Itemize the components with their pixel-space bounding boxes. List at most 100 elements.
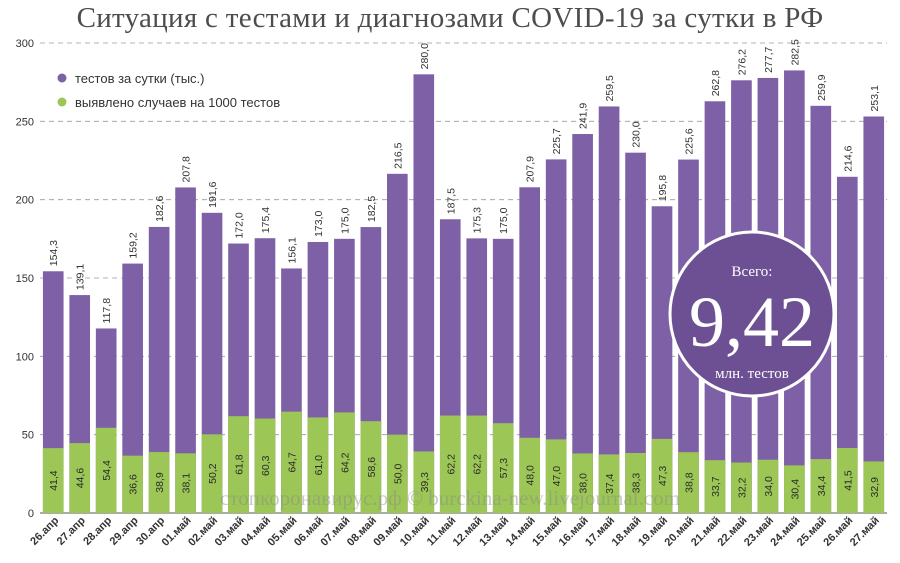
data-label-tests: 262,8 <box>710 70 722 96</box>
bar-cases <box>836 447 858 513</box>
data-label-cases: 64,7 <box>286 452 298 473</box>
data-label-cases: 41,5 <box>842 470 854 491</box>
data-label-cases: 47,3 <box>657 466 669 487</box>
watermark: стопкоронавирус.рф © burckina-new.livejo… <box>220 486 680 510</box>
chart-title: Ситуация с тестами и диагнозами COVID-19… <box>76 2 824 34</box>
data-label-cases: 50,2 <box>207 463 219 484</box>
legend-marker-cases <box>57 97 67 107</box>
bars: 154,3 41,4 139,1 44,6 117,8 54,4 159,2 36,6 182,… <box>42 39 885 514</box>
bar-cases <box>439 415 461 513</box>
data-label-cases: 61,8 <box>234 454 246 475</box>
bar-cases <box>254 418 276 513</box>
data-label-cases: 32,2 <box>736 477 748 498</box>
data-label-cases: 48,0 <box>525 465 537 486</box>
bar-cases <box>69 443 91 513</box>
bar-cases <box>784 465 805 513</box>
data-label-tests: 277,7 <box>763 47 775 73</box>
x-axis-ticks: 26.апр27.апр28.апр29.апр30.апр01.май02.м… <box>28 514 882 548</box>
data-label-tests: 214,6 <box>842 145 854 171</box>
bar-cases <box>281 411 302 513</box>
data-label-tests: 139,1 <box>75 264 87 290</box>
legend-marker-tests <box>57 73 67 83</box>
bar-tests <box>863 116 885 513</box>
data-label-tests: 159,2 <box>128 232 140 258</box>
data-label-tests: 182,5 <box>366 196 378 222</box>
bar-tests <box>175 187 196 514</box>
data-label-tests: 280,0 <box>419 43 431 69</box>
data-label-cases: 54,4 <box>101 460 113 481</box>
bar-cases <box>572 453 593 513</box>
bar-cases <box>334 412 355 513</box>
bar-cases <box>228 416 249 513</box>
bar-cases <box>360 421 382 513</box>
data-label-cases: 64,2 <box>339 452 351 473</box>
data-label-cases: 38,8 <box>683 472 695 493</box>
bar-tests <box>598 106 620 513</box>
data-label-tests: 195,8 <box>657 175 669 201</box>
bar-tests <box>572 134 593 514</box>
data-label-cases: 36,6 <box>128 474 140 495</box>
bar-tests <box>122 263 143 513</box>
data-label-cases: 60,3 <box>260 455 272 476</box>
data-label-cases: 57,3 <box>498 458 510 479</box>
bar-cases <box>651 438 673 513</box>
x-tick-label: 28.апр <box>81 514 114 547</box>
data-label-cases: 50,0 <box>392 463 404 484</box>
data-label-cases: 39,3 <box>419 472 431 493</box>
data-label-tests: 175,4 <box>260 207 272 233</box>
bar-cases <box>704 460 726 513</box>
data-label-tests: 191,6 <box>207 181 219 207</box>
data-label-cases: 61,0 <box>313 455 325 476</box>
bar-cases <box>95 427 117 513</box>
data-label-tests: 253,1 <box>869 85 881 111</box>
legend-label-tests: тестов за сутки (тыс.) <box>75 71 204 86</box>
data-label-tests: 230,0 <box>631 121 643 147</box>
data-label-tests: 187,5 <box>445 188 457 214</box>
bar-cases <box>175 453 196 513</box>
bar-cases <box>413 451 435 513</box>
bar-cases <box>148 452 170 513</box>
y-tick-label: 50 <box>22 430 34 442</box>
bar-cases <box>545 439 567 513</box>
data-label-cases: 44,6 <box>75 468 87 489</box>
y-tick-label: 300 <box>16 38 34 50</box>
legend-label-cases: выявлено случаев на 1000 тестов <box>75 95 280 110</box>
bar-cases <box>122 455 143 513</box>
bar-tests <box>148 226 170 513</box>
data-label-tests: 259,5 <box>604 75 616 101</box>
y-axis-ticks: 0 50 100 150 200 250 300 <box>16 38 34 520</box>
badge-unit: млн. тестов <box>715 366 789 382</box>
bar-cases <box>42 448 64 513</box>
bar-cases <box>201 434 223 513</box>
data-label-tests: 154,3 <box>48 240 60 266</box>
bar-tests <box>836 176 858 513</box>
data-label-tests: 207,9 <box>525 156 537 182</box>
data-label-cases: 32,9 <box>869 477 881 498</box>
data-label-tests: 225,7 <box>551 128 563 154</box>
bar-cases <box>731 462 752 513</box>
data-label-tests: 117,8 <box>101 298 113 324</box>
data-label-cases: 34,4 <box>816 476 828 497</box>
x-tick-label: 27.апр <box>55 514 88 547</box>
y-tick-label: 200 <box>16 195 34 207</box>
bar-tests <box>413 74 435 513</box>
data-label-tests: 175,0 <box>339 207 351 233</box>
bar-tests <box>387 173 408 514</box>
data-label-tests: 182,6 <box>154 195 166 221</box>
x-tick-label: 27.май <box>848 515 882 549</box>
data-label-cases: 38,9 <box>154 472 166 493</box>
legend: тестов за сутки (тыс.) выявлено случаев … <box>57 71 280 110</box>
bar-tests <box>545 159 567 514</box>
bar-cases <box>678 452 699 513</box>
bar-cases <box>387 434 408 513</box>
badge-caption: Всего: <box>732 264 773 280</box>
data-label-tests: 207,8 <box>181 156 193 182</box>
bar-cases <box>863 461 885 513</box>
data-label-cases: 41,4 <box>48 470 60 491</box>
bar-cases <box>492 423 514 513</box>
bar-cases <box>307 417 329 513</box>
bar-tests <box>519 187 540 514</box>
data-label-tests: 259,9 <box>816 74 828 100</box>
data-label-tests: 282,5 <box>789 39 801 65</box>
